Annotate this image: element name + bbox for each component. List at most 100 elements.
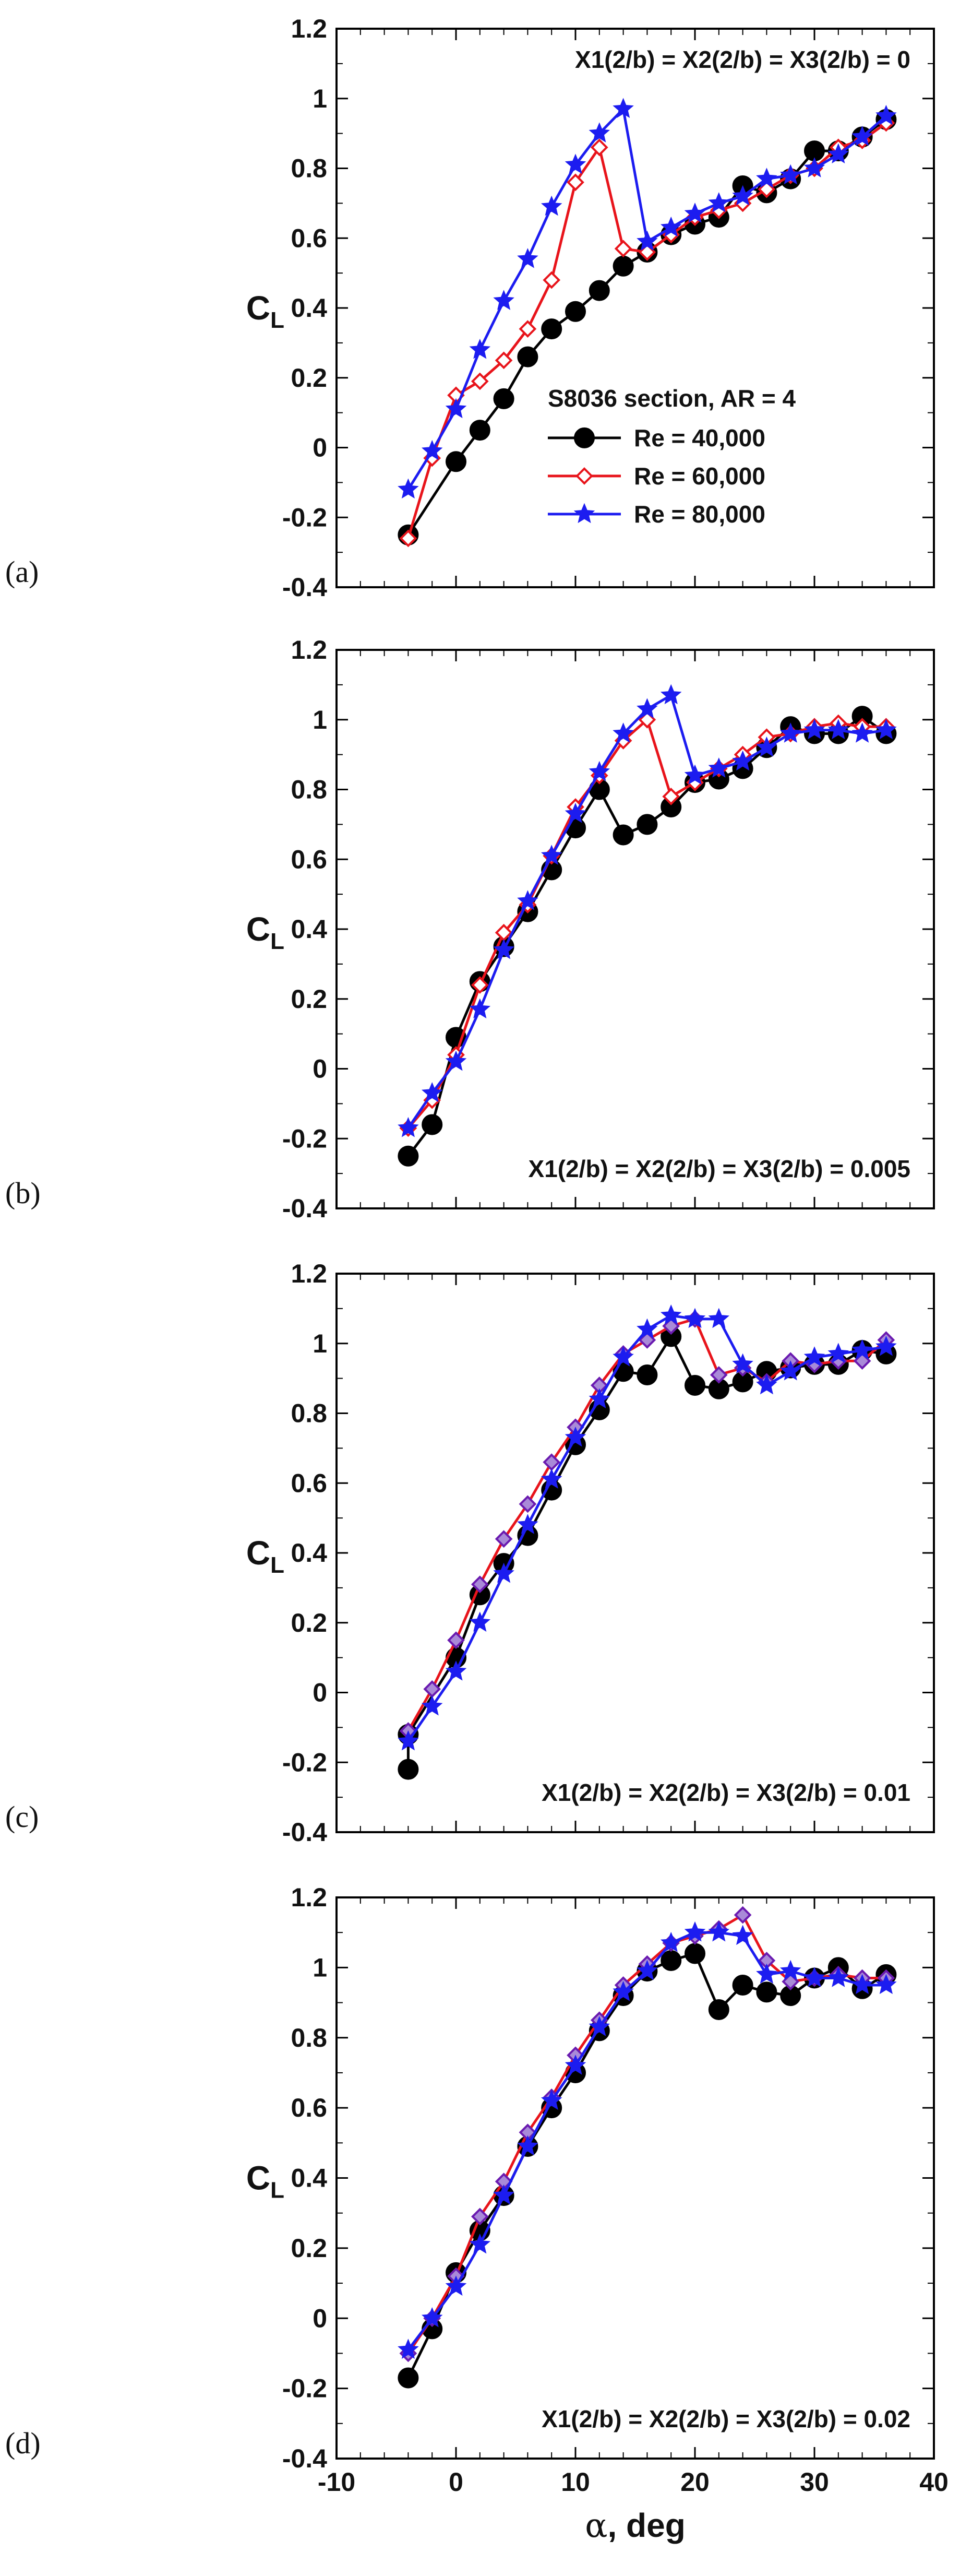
data-point-star	[541, 1468, 562, 1489]
y-tick-label: 0.2	[291, 984, 327, 1014]
data-point-star	[708, 1921, 730, 1942]
data-point-star	[803, 1967, 825, 1987]
data-point-circle	[398, 1145, 419, 1167]
data-point-diamond	[471, 372, 489, 390]
data-point-star	[398, 1117, 419, 1137]
data-point-circle	[589, 280, 610, 301]
data-point-diamond	[662, 1317, 680, 1335]
data-point-circle	[422, 1114, 443, 1135]
data-point-star	[565, 2055, 586, 2075]
data-point-star	[875, 104, 897, 125]
data-point-star	[875, 719, 897, 740]
x-axis-symbol: α	[585, 2507, 607, 2545]
data-point-star	[517, 248, 538, 268]
data-point-star	[589, 761, 610, 781]
data-point-diamond	[734, 1906, 752, 1924]
data-point-circle	[637, 1364, 658, 1385]
data-point-star	[637, 1318, 658, 1339]
data-point-star	[541, 2090, 562, 2110]
y-tick-label: -0.4	[282, 1194, 327, 1223]
y-tick-label: 1.2	[291, 635, 327, 664]
data-point-circle	[398, 1759, 419, 1780]
y-tick-label: 0.4	[291, 915, 327, 944]
x-tick-label: 40	[919, 2467, 949, 2497]
data-point-circle	[446, 451, 466, 472]
data-point-star	[779, 722, 801, 743]
y-tick-label: 0.8	[291, 1399, 327, 1428]
data-point-star	[613, 1981, 634, 2001]
data-point-star	[803, 1346, 825, 1367]
x-axis-unit: , deg	[607, 2507, 685, 2544]
y-tick-label: 0.6	[291, 845, 327, 874]
y-axis-title: CL	[246, 910, 284, 954]
data-point-diamond	[423, 1680, 441, 1698]
y-tick-label: -0.2	[282, 503, 327, 532]
data-point-star	[493, 2184, 514, 2205]
data-point-star	[851, 126, 873, 146]
data-point-star	[589, 2016, 610, 2036]
legend-entry: Re = 80,000	[548, 501, 765, 528]
chart-panel-a: -0.4 -0.2 0 0.2 0.4 0.6 0.8 1 1.2 CL X1(2/b) = X2(…	[5, 14, 935, 602]
data-point-diamond	[543, 1453, 561, 1471]
y-tick-label: -0.2	[282, 1124, 327, 1153]
series-re-40-000	[398, 1943, 897, 2389]
data-point-star	[517, 2135, 538, 2156]
panel-annotation: X1(2/b) = X2(2/b) = X3(2/b) = 0.005	[529, 1155, 910, 1182]
y-axis-symbol: C	[246, 1534, 270, 1572]
data-point-circle	[613, 255, 634, 277]
data-point-star	[421, 440, 443, 460]
series-line	[406, 1335, 886, 1770]
chart-panel-d: -0.4 -0.2 0 0.2 0.4 0.6 0.8 1 1.2 -10 0 10 20 30 40 α, …	[5, 1883, 949, 2545]
data-point-star	[779, 1960, 801, 1980]
data-point-star	[589, 1388, 610, 1408]
data-point-star	[684, 203, 706, 223]
data-point-star	[589, 122, 610, 143]
data-point-star	[573, 503, 595, 524]
data-point-diamond	[471, 1575, 489, 1594]
data-point-star	[827, 719, 849, 740]
data-point-star	[851, 722, 873, 743]
y-tick-label: 1	[313, 705, 327, 734]
data-point-star	[421, 1695, 443, 1716]
data-point-star	[660, 1931, 682, 1952]
y-tick-label: -0.4	[282, 1818, 327, 1847]
data-point-circle	[613, 824, 634, 846]
data-point-star	[637, 230, 658, 251]
data-point-star	[541, 845, 562, 865]
legend-entry: Re = 40,000	[548, 424, 765, 452]
y-tick-label: 0.4	[291, 1538, 327, 1568]
y-tick-label: 0	[313, 1678, 327, 1707]
y-axis-symbol: C	[246, 2159, 270, 2197]
data-point-diamond	[567, 173, 584, 192]
legend-label: Re = 80,000	[634, 501, 765, 528]
y-axis-title: CL	[246, 289, 284, 333]
data-point-circle	[661, 1950, 682, 1971]
y-tick-label: -0.2	[282, 1748, 327, 1777]
y-tick-label: 0.6	[291, 1468, 327, 1498]
data-point-star	[445, 398, 467, 419]
data-point-star	[875, 1974, 897, 1995]
data-point-star	[708, 192, 730, 212]
data-point-star	[803, 719, 825, 740]
y-tick-label: -0.4	[282, 573, 327, 602]
y-tick-label: 0.4	[291, 293, 327, 323]
series-re-80-000	[398, 1304, 897, 1751]
data-point-star	[517, 1514, 538, 1534]
plot-frame	[335, 1896, 935, 2460]
y-tick-label: 0	[313, 433, 327, 462]
y-axis-subscript: L	[270, 1552, 284, 1578]
panel-label: (a)	[5, 555, 39, 589]
series-line	[407, 1952, 887, 2379]
data-point-star	[779, 1360, 801, 1381]
y-tick-label: 0.6	[291, 223, 327, 253]
data-point-star	[421, 1082, 443, 1102]
data-point-star	[469, 2233, 491, 2254]
y-axis-title: CL	[246, 1534, 284, 1578]
panel-annotation: X1(2/b) = X2(2/b) = X3(2/b) = 0.01	[542, 1779, 910, 1806]
panel-label: (b)	[5, 1176, 41, 1210]
data-point-circle	[732, 1974, 753, 1996]
data-point-diamond	[399, 529, 417, 548]
data-point-star	[493, 939, 514, 959]
y-tick-label: 0.2	[291, 363, 327, 393]
data-point-star	[708, 757, 730, 778]
